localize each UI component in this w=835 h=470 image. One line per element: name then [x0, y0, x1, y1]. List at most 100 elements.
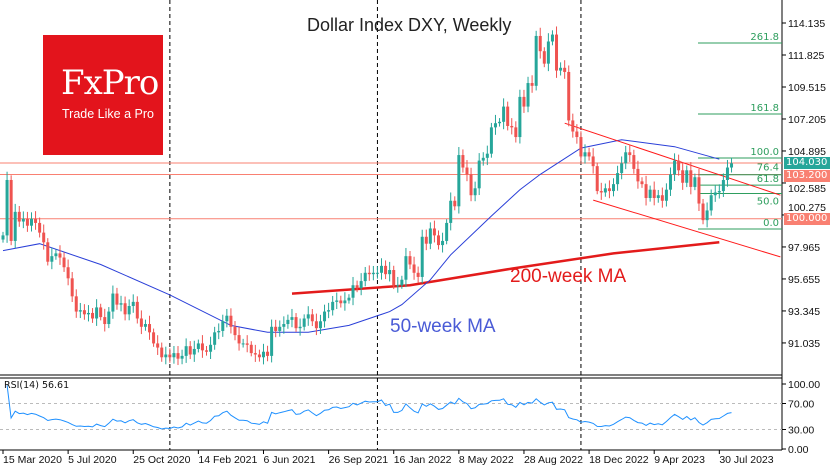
candle-body [502, 106, 506, 122]
candle-body [575, 131, 579, 138]
candle-body [465, 167, 469, 175]
candle-body [34, 218, 38, 223]
candle-body [587, 152, 591, 157]
candle-body [298, 326, 302, 329]
candle-body [709, 195, 713, 211]
candle-body [681, 170, 685, 183]
logo-brand: FxPro [61, 63, 159, 103]
candle-body [196, 343, 200, 349]
candle-body [213, 332, 217, 345]
candle-body [392, 270, 396, 286]
candle-body [111, 293, 115, 312]
candle-body [428, 228, 432, 244]
candle-body [542, 51, 546, 64]
candle-body [237, 335, 241, 344]
candle-body [253, 353, 257, 355]
candle-body [701, 203, 705, 221]
candle-body [461, 155, 465, 168]
time-tick-label: 18 Dec 2022 [589, 454, 649, 466]
candle-body [563, 67, 567, 72]
candle-body [522, 96, 526, 107]
candle-body [29, 218, 33, 226]
candle-body [612, 184, 615, 192]
price-tick-label: 109.515 [788, 82, 826, 94]
candle-body [82, 310, 86, 315]
candle-body [135, 301, 139, 319]
candle-body [380, 265, 384, 273]
candle-body [188, 346, 192, 355]
candle-body [123, 303, 127, 315]
candle-body [595, 166, 599, 192]
candle-body [445, 222, 449, 241]
candle-body [351, 285, 355, 298]
candle-body [318, 321, 322, 329]
candle-body [514, 127, 518, 138]
candle-body [603, 188, 607, 193]
price-tick-label: 111.825 [788, 50, 825, 62]
candle-body [717, 191, 721, 193]
price-tick-label: 104.895 [788, 146, 826, 158]
candle-body [266, 351, 270, 356]
candle-body [424, 236, 428, 244]
candle-body [225, 315, 229, 322]
candle-body [25, 218, 29, 226]
candle-body [168, 354, 172, 358]
candle-body [229, 315, 233, 327]
candle-body [673, 160, 677, 175]
candle-body [668, 174, 672, 190]
candle-body [721, 179, 725, 192]
candle-body [685, 170, 689, 183]
candle-body [233, 326, 237, 336]
candle-body [13, 211, 17, 241]
candle-body [567, 71, 571, 121]
candle-body [205, 350, 208, 352]
candle-body [404, 256, 408, 280]
candle-body [538, 35, 542, 52]
candle-body [302, 318, 306, 327]
candle-body [257, 354, 261, 358]
candle-body [599, 191, 603, 193]
time-tick-label: 25 Oct 2020 [133, 454, 190, 466]
price-tag-100000: 100.000 [784, 213, 830, 225]
candle-body [261, 351, 265, 358]
candle-body [86, 312, 90, 315]
candle-body [725, 167, 729, 180]
candle-body [498, 121, 502, 124]
time-tick-label: 15 Mar 2020 [3, 454, 62, 466]
price-tick-label: 102.585 [788, 183, 826, 195]
time-tick-label: 6 Jun 2021 [263, 454, 315, 466]
candle-body [54, 253, 58, 257]
candle-body [359, 281, 363, 289]
rsi-tick-label: 70.00 [788, 399, 814, 411]
candle-body [526, 83, 530, 107]
time-tick-label: 9 Apr 2023 [654, 454, 705, 466]
candle-body [664, 189, 668, 201]
fib-level-label: 61.8 [757, 174, 779, 185]
candle-body [416, 272, 420, 277]
candle-body [481, 157, 485, 161]
candle-body [473, 188, 477, 196]
candle-body [339, 300, 343, 304]
candle-body [156, 343, 160, 348]
candle-body [583, 152, 587, 157]
candle-body [50, 256, 54, 262]
candle-body [436, 235, 440, 246]
candle-body [713, 192, 717, 196]
candle-body [62, 257, 66, 268]
candle-body [441, 240, 445, 246]
candle-body [555, 34, 559, 71]
candle-body [70, 278, 74, 297]
candle-body [347, 297, 351, 301]
candle-body [453, 200, 457, 207]
candle-body [335, 300, 339, 302]
candle-body [412, 264, 416, 273]
ma50-line [2, 139, 720, 333]
candle-body [489, 127, 493, 154]
candle-body [648, 189, 652, 198]
candle-body [375, 272, 379, 274]
candle-body [400, 279, 404, 286]
fib-level-label: 76.4 [757, 163, 779, 174]
candle-body [367, 272, 371, 275]
candle-body [432, 228, 436, 236]
